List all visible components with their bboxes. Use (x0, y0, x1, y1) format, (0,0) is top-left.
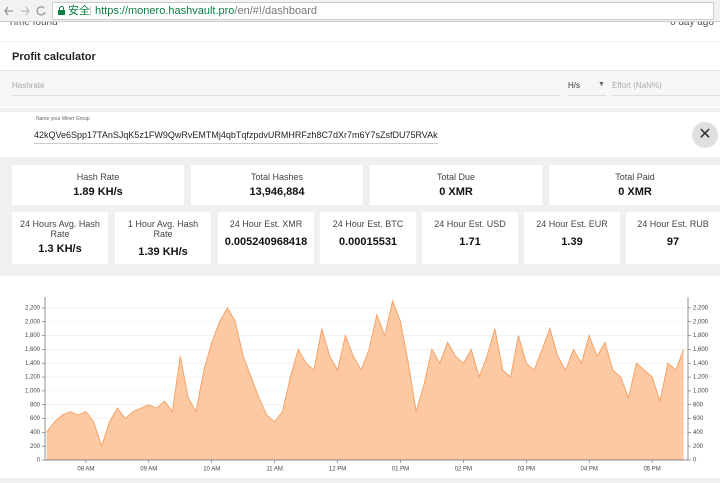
stat-value: 1.71 (459, 236, 481, 248)
stat-label: 24 Hour Est. USD (434, 219, 506, 229)
y-tick-label: 1,800 (25, 333, 41, 339)
estimate-card: 24 Hour Est. XMR 0.005240968418 (218, 212, 314, 264)
stat-value: 13,946,884 (249, 186, 305, 198)
stat-label: 1 Hour Avg. Hash Rate (127, 219, 199, 239)
stat-label: Total Paid (615, 172, 655, 182)
y-tick-label: 2,200 (25, 305, 41, 311)
address-bar[interactable]: 安全 | https://monero.hashvault.pro/en/#!/… (52, 2, 714, 20)
stat-label: Total Hashes (250, 172, 304, 182)
stat-card: Total Paid 0 XMR (549, 165, 720, 205)
stat-label: 24 Hour Est. BTC (332, 219, 404, 229)
x-tick-label: 09 AM (140, 467, 157, 473)
miner-address[interactable]: 42kQVe6Spp17TAnSJqK5z1FW9QwRvEMTMj4qbTqf… (34, 127, 438, 144)
y2-tick-label: 800 (693, 402, 704, 408)
stat-value: 0 XMR (618, 186, 652, 198)
profit-calculator: Profit calculator Hashrate H/s ▼ Effort (… (0, 42, 720, 108)
y2-tick-label: 1,400 (693, 361, 709, 367)
stat-value: 1.89 KH/s (73, 186, 123, 198)
y2-tick-label: 400 (693, 430, 704, 436)
y2-tick-label: 2,200 (693, 305, 709, 311)
miner-panel: Name your Miner Group 42kQVe6Spp17TAnSJq… (0, 112, 720, 157)
stat-value: 97 (666, 236, 680, 248)
input-row: Hashrate H/s ▼ Effort (NaN%) (0, 70, 720, 107)
y-tick-label: 0 (37, 458, 41, 464)
x-tick-label: 08 AM (77, 467, 94, 473)
stat-label: 24 Hour Est. EUR (536, 219, 608, 229)
x-tick-label: 03 PM (518, 467, 535, 473)
y-tick-label: 600 (30, 416, 41, 422)
estimate-card: 1 Hour Avg. Hash Rate 1.39 KH/s (115, 212, 211, 264)
background-table: Time found 6 day ago (0, 17, 720, 41)
y2-tick-label: 1,000 (693, 388, 709, 394)
estimate-card: 24 Hour Est. RUB 97 (626, 212, 720, 264)
unit-select[interactable]: H/s ▼ (568, 81, 606, 96)
security-label: 安全 (68, 5, 90, 17)
y2-tick-label: 1,600 (693, 347, 709, 353)
y2-tick-label: 1,800 (693, 333, 709, 339)
stat-card: Total Hashes 13,946,884 (191, 165, 363, 205)
y-tick-label: 200 (30, 444, 41, 450)
stat-card: Total Due 0 XMR (370, 165, 542, 205)
nav-buttons[interactable] (4, 4, 48, 18)
x-tick-label: 01 PM (392, 467, 409, 473)
x-tick-label: 11 AM (266, 467, 283, 473)
stat-label: 24 Hour Est. RUB (637, 219, 709, 229)
url-path: /en/#!/dashboard (234, 5, 317, 17)
effort-input[interactable]: Effort (NaN%) (612, 81, 720, 96)
y-tick-label: 400 (30, 430, 41, 436)
y-tick-label: 1,000 (25, 388, 41, 394)
miner-label: Name your Miner Group (36, 116, 90, 122)
y2-tick-label: 600 (693, 416, 704, 422)
browser-bar: 安全 | https://monero.hashvault.pro/en/#!/… (0, 0, 720, 22)
y2-tick-label: 0 (693, 458, 697, 464)
y-tick-label: 2,000 (25, 319, 41, 325)
stat-value: 0.005240968418 (224, 236, 308, 248)
stat-value: 1.39 (561, 236, 583, 248)
stat-value: 0.00015531 (338, 236, 398, 248)
time-found-header: Time found (8, 17, 58, 28)
x-tick-label: 04 PM (581, 467, 598, 473)
line (46, 299, 685, 448)
estimate-card: 24 Hours Avg. Hash Rate 1.3 KH/s (12, 212, 108, 264)
estimate-card: 24 Hour Est. USD 1.71 (422, 212, 518, 264)
panel-title: Profit calculator (12, 51, 96, 63)
y-tick-label: 1,600 (25, 347, 41, 353)
stat-label: 24 Hours Avg. Hash Rate (20, 219, 100, 239)
estimate-card: 24 Hour Est. EUR 1.39 (524, 212, 620, 264)
x-tick-label: 10 AM (203, 467, 220, 473)
chart: 0 200 400 600 800 1,000 1,200 1,400 1,600 1,800 2,… (25, 297, 709, 473)
chart-panel: 0 200 400 600 800 1,000 1,200 1,400 1,600 1,800 2,… (0, 276, 720, 478)
stat-label: Total Due (436, 172, 476, 182)
x-tick-label: 02 PM (455, 467, 472, 473)
y2-tick-label: 200 (693, 444, 704, 450)
stat-label: Hash Rate (76, 172, 120, 182)
stat-value: 1.3 KH/s (38, 243, 82, 255)
time-found-value: 6 day ago (670, 17, 714, 28)
area (46, 301, 684, 460)
lock-icon (58, 6, 65, 15)
stat-value: 0 XMR (439, 186, 473, 198)
x-tick-label: 05 PM (643, 467, 660, 473)
estimate-card: 24 Hour Est. BTC 0.00015531 (320, 212, 416, 264)
close-button[interactable]: ✕ (692, 122, 718, 148)
y-tick-label: 1,200 (25, 375, 41, 381)
hashrate-input[interactable]: Hashrate (12, 81, 560, 96)
y-tick-label: 800 (30, 402, 41, 408)
stat-value: 1.39 KH/s (138, 246, 188, 258)
stat-label: 24 Hour Est. XMR (229, 219, 303, 229)
unit-value: H/s (568, 81, 580, 90)
y2-tick-label: 1,200 (693, 375, 709, 381)
x-tick-label: 12 PM (329, 467, 346, 473)
stat-card: Hash Rate 1.89 KH/s (12, 165, 184, 205)
url-host: https://monero.hashvault.pro (95, 5, 235, 17)
y2-tick-label: 2,000 (693, 319, 709, 325)
y-tick-label: 1,400 (25, 361, 41, 367)
